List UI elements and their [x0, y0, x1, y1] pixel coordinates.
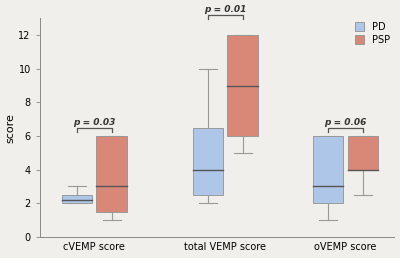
Text: p = 0.03: p = 0.03	[73, 118, 116, 127]
Legend: PD, PSP: PD, PSP	[352, 19, 393, 48]
Text: p = 0.06: p = 0.06	[324, 118, 366, 127]
Bar	[192, 128, 223, 195]
Y-axis label: score: score	[6, 113, 16, 143]
Bar	[348, 136, 378, 170]
Bar	[228, 35, 258, 136]
Bar	[312, 136, 343, 203]
Text: p = 0.01: p = 0.01	[204, 5, 246, 14]
Bar	[96, 136, 127, 212]
Bar	[62, 195, 92, 203]
